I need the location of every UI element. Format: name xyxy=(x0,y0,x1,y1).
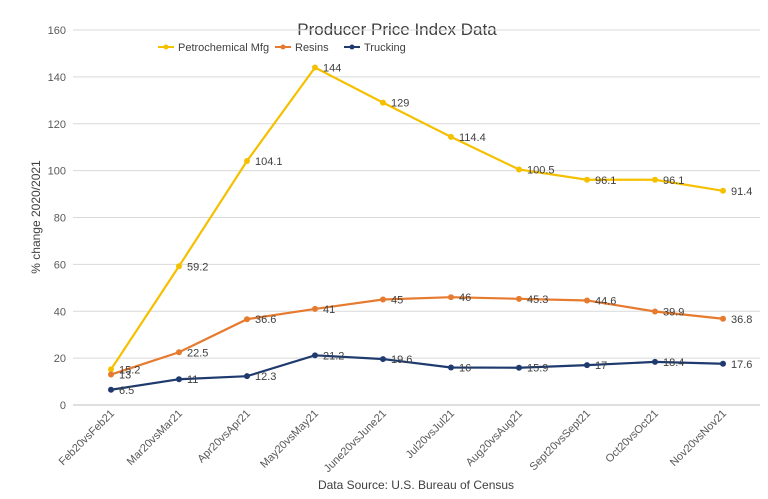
x-tick-label: Oct20vsOct21 xyxy=(603,408,661,466)
data-label: 45 xyxy=(391,295,403,307)
data-label: 129 xyxy=(391,98,409,110)
x-tick-label: Apr20vsApr21 xyxy=(195,408,253,466)
data-label: 39.9 xyxy=(663,306,684,318)
series-line xyxy=(110,296,724,376)
y-tick-label: 80 xyxy=(54,213,66,225)
data-label: 144 xyxy=(323,63,341,75)
data-label: 18.4 xyxy=(663,357,684,369)
data-point xyxy=(312,64,318,71)
y-tick-label: 60 xyxy=(54,259,66,271)
data-label: 96.1 xyxy=(595,175,616,187)
data-label: 44.6 xyxy=(595,295,616,307)
data-label: 16 xyxy=(459,363,471,375)
data-point xyxy=(516,295,522,302)
data-point xyxy=(176,376,182,383)
y-axis-label: % change 2020/2021 xyxy=(29,160,43,274)
data-label: 100.5 xyxy=(527,164,555,176)
data-label: 12.3 xyxy=(255,371,276,383)
data-point xyxy=(176,263,182,270)
data-point xyxy=(448,364,454,371)
data-point xyxy=(516,166,522,173)
data-label: 21.2 xyxy=(323,350,344,362)
y-tick-label: 100 xyxy=(48,166,66,178)
data-label: 6.5 xyxy=(119,385,134,397)
series-lines xyxy=(108,64,726,393)
data-point xyxy=(584,362,590,369)
data-label: 91.4 xyxy=(731,186,752,198)
x-tick-label: May20vsMay21 xyxy=(258,408,321,471)
data-point xyxy=(312,352,318,359)
data-label: 46 xyxy=(459,292,471,304)
data-label: 11 xyxy=(187,374,198,386)
data-label: 41 xyxy=(323,304,335,316)
x-tick-label: Jul20vsJul21 xyxy=(404,408,457,461)
x-tick-label: Sept20vsSept21 xyxy=(528,408,594,474)
data-point xyxy=(244,158,250,165)
data-point xyxy=(720,360,726,367)
data-labels: 15.2 59.2 104.1 144 129 114.4 100.5 96.1 96.1 91.… xyxy=(119,63,752,397)
data-label: 19.6 xyxy=(391,354,412,366)
data-label: 15.2 xyxy=(119,364,140,376)
gridlines xyxy=(73,29,760,406)
x-axis-label: Data Source: U.S. Bureau of Census xyxy=(318,478,514,492)
data-point xyxy=(108,366,114,373)
legend-marker xyxy=(163,44,169,50)
legend-label: Petrochemical Mfg xyxy=(178,42,269,54)
data-point xyxy=(380,296,386,303)
data-point xyxy=(448,294,454,301)
data-point xyxy=(652,176,658,183)
x-tick-label: Feb20vsFeb21 xyxy=(57,408,117,468)
data-point xyxy=(312,305,318,312)
data-label: 13 xyxy=(119,370,131,382)
x-axis-ticks: Feb20vsFeb21 Mar20vsMar21 Apr20vsApr21 May2… xyxy=(57,408,729,475)
data-label: 59.2 xyxy=(187,261,208,273)
x-tick-label: Mar20vsMar21 xyxy=(125,408,185,468)
data-point xyxy=(584,297,590,304)
y-tick-label: 20 xyxy=(54,353,66,365)
data-point xyxy=(652,308,658,315)
data-label: 17.6 xyxy=(731,359,752,371)
data-point xyxy=(108,386,114,393)
y-tick-label: 160 xyxy=(48,25,66,37)
data-point xyxy=(380,356,386,363)
data-label: 15.9 xyxy=(527,363,548,375)
legend-marker xyxy=(349,44,355,50)
y-tick-label: 0 xyxy=(60,400,66,412)
data-label: 36.8 xyxy=(731,314,752,326)
legend-marker xyxy=(280,44,286,50)
data-point xyxy=(720,187,726,194)
data-point xyxy=(176,349,182,356)
x-tick-label: Nov20vsNov21 xyxy=(668,408,729,469)
data-point xyxy=(244,373,250,380)
legend-label: Trucking xyxy=(364,42,406,54)
data-label: 17 xyxy=(595,360,607,372)
data-label: 104.1 xyxy=(255,156,283,168)
x-tick-label: June20vsJune21 xyxy=(322,408,389,475)
data-point xyxy=(244,316,250,323)
data-label: 22.5 xyxy=(187,347,208,359)
data-point xyxy=(448,133,454,140)
y-axis-ticks: 0 20 40 60 80 100 120 140 160 xyxy=(48,25,66,412)
x-tick-label: Aug20vsAug21 xyxy=(464,408,525,469)
y-tick-label: 140 xyxy=(48,72,66,84)
data-label: 36.6 xyxy=(255,314,276,326)
y-tick-label: 120 xyxy=(48,119,66,131)
legend-label: Resins xyxy=(295,42,329,54)
y-tick-label: 40 xyxy=(54,306,66,318)
data-point xyxy=(108,371,114,378)
data-label: 45.3 xyxy=(527,294,548,306)
legend: Petrochemical Mfg Resins Trucking xyxy=(158,42,406,54)
data-point xyxy=(584,176,590,183)
data-point xyxy=(720,315,726,322)
series-line xyxy=(110,354,724,391)
data-point xyxy=(652,358,658,365)
data-point xyxy=(516,364,522,371)
data-label: 96.1 xyxy=(663,175,684,187)
series-line xyxy=(110,66,724,370)
data-label: 114.4 xyxy=(459,132,486,144)
data-point xyxy=(380,99,386,106)
